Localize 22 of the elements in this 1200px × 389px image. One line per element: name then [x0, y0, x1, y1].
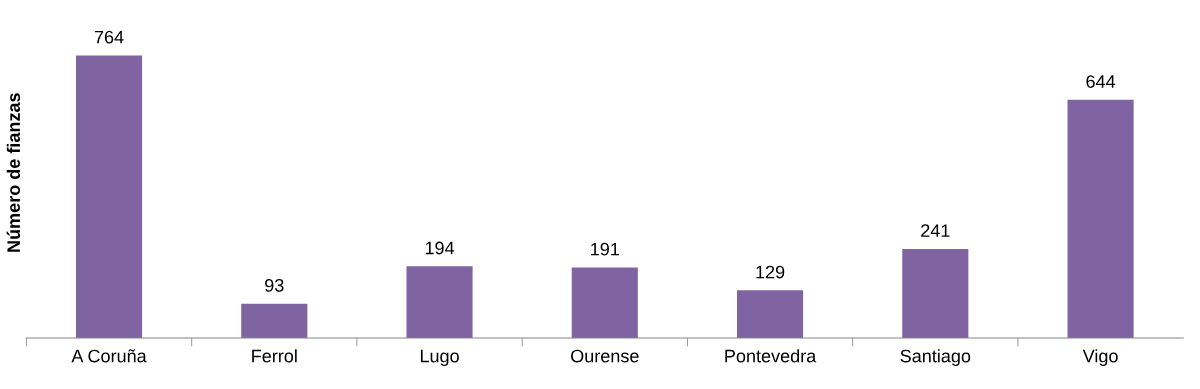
data-label: 191 — [591, 242, 619, 256]
x-tick-label: Ourense — [571, 349, 639, 363]
bar — [1067, 99, 1134, 339]
data-label: 93 — [265, 278, 284, 292]
bar — [406, 266, 473, 339]
x-tick-label: Santiago — [900, 349, 971, 366]
data-label: 644 — [1086, 75, 1116, 88]
data-label: 764 — [94, 30, 124, 44]
bar — [75, 55, 143, 339]
x-tick-label: Lugo — [420, 349, 459, 366]
x-tick-label: Ferrol — [252, 349, 297, 363]
x-tick-label: Vigo — [1082, 349, 1118, 366]
bar — [241, 303, 308, 339]
data-label: 129 — [756, 265, 785, 279]
data-label: 194 — [425, 241, 455, 255]
bar — [902, 248, 969, 339]
bar — [571, 267, 638, 339]
bar — [737, 290, 804, 339]
data-label: 241 — [921, 224, 950, 237]
y-axis-title: Número de fianzas — [6, 93, 21, 252]
x-tick-label: A Coruña — [71, 349, 147, 363]
x-tick-label: Pontevedra — [725, 349, 817, 363]
